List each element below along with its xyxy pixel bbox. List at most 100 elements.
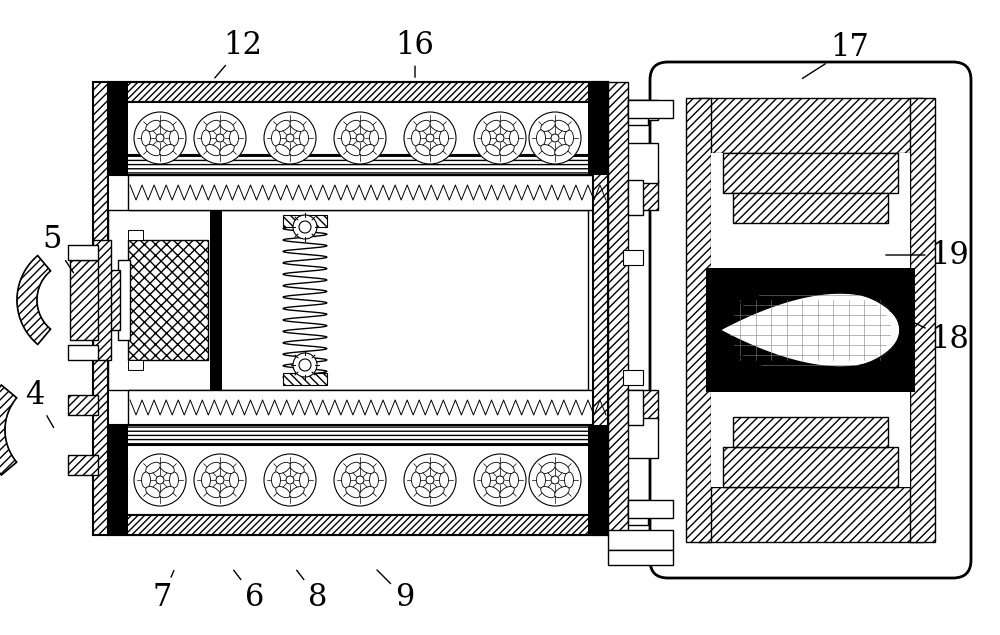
Bar [706,268,915,392]
Ellipse shape [170,130,178,146]
Ellipse shape [160,120,174,131]
Ellipse shape [230,130,239,146]
Ellipse shape [360,486,374,498]
Bar [910,98,935,542]
Ellipse shape [412,472,420,488]
Circle shape [551,476,559,484]
Circle shape [216,134,224,142]
Circle shape [216,476,224,484]
Ellipse shape [555,462,569,474]
Polygon shape [17,255,51,344]
Ellipse shape [541,120,555,131]
Bar [68,245,98,260]
Ellipse shape [430,462,444,474]
Ellipse shape [541,462,555,474]
Ellipse shape [160,486,174,498]
Circle shape [496,134,504,142]
Ellipse shape [146,120,160,131]
Bar [210,210,222,390]
Bar [108,515,608,535]
Bar [93,240,111,360]
Bar [128,360,143,370]
Ellipse shape [346,486,360,498]
Text: 16: 16 [396,29,434,77]
Bar [593,82,608,535]
Circle shape [299,221,311,233]
Ellipse shape [160,145,174,156]
Bar [623,250,643,265]
Circle shape [134,112,186,164]
Ellipse shape [300,472,308,488]
Ellipse shape [510,472,518,488]
Ellipse shape [290,486,304,498]
Circle shape [264,454,316,506]
Ellipse shape [430,120,444,131]
Ellipse shape [564,472,574,488]
Bar [128,390,608,425]
Text: 6: 6 [234,570,265,613]
Ellipse shape [346,145,360,156]
Polygon shape [720,293,900,367]
Circle shape [156,134,164,142]
Ellipse shape [440,472,448,488]
Bar [108,445,608,515]
Ellipse shape [370,130,378,146]
Ellipse shape [430,145,444,156]
Ellipse shape [146,462,160,474]
Bar [628,390,643,425]
Circle shape [551,134,559,142]
Bar [628,500,673,518]
Ellipse shape [486,120,500,131]
Ellipse shape [564,130,574,146]
Bar [628,500,648,525]
Ellipse shape [346,462,360,474]
Ellipse shape [290,120,304,131]
Bar [608,530,673,550]
Bar [733,417,888,447]
Text: 9: 9 [377,570,415,613]
Circle shape [474,454,526,506]
Ellipse shape [555,486,569,498]
Ellipse shape [500,486,514,498]
Circle shape [299,359,311,371]
Bar [608,180,658,210]
Ellipse shape [220,486,234,498]
Circle shape [334,454,386,506]
Ellipse shape [416,120,430,131]
Bar [698,98,923,153]
Bar [283,215,327,227]
Ellipse shape [342,130,351,146]
Text: 12: 12 [215,29,262,78]
Ellipse shape [276,145,290,156]
Ellipse shape [536,472,546,488]
Ellipse shape [555,120,569,131]
Bar [698,487,923,542]
Ellipse shape [370,472,378,488]
Circle shape [529,454,581,506]
Ellipse shape [202,130,210,146]
Bar [128,175,608,210]
Ellipse shape [536,130,546,146]
Ellipse shape [440,130,448,146]
Circle shape [496,476,504,484]
Circle shape [134,454,186,506]
Bar [108,102,608,172]
Bar [628,180,643,215]
Polygon shape [0,385,17,475]
Ellipse shape [276,486,290,498]
Circle shape [356,134,364,142]
Ellipse shape [342,472,351,488]
Ellipse shape [272,130,280,146]
Ellipse shape [276,462,290,474]
Ellipse shape [202,472,210,488]
Ellipse shape [230,472,239,488]
Ellipse shape [206,120,220,131]
Text: 8: 8 [297,570,328,613]
Circle shape [194,112,246,164]
Ellipse shape [500,462,514,474]
Bar [108,82,128,175]
Ellipse shape [146,486,160,498]
Bar [608,82,628,535]
Text: 18: 18 [891,311,969,356]
Ellipse shape [146,145,160,156]
